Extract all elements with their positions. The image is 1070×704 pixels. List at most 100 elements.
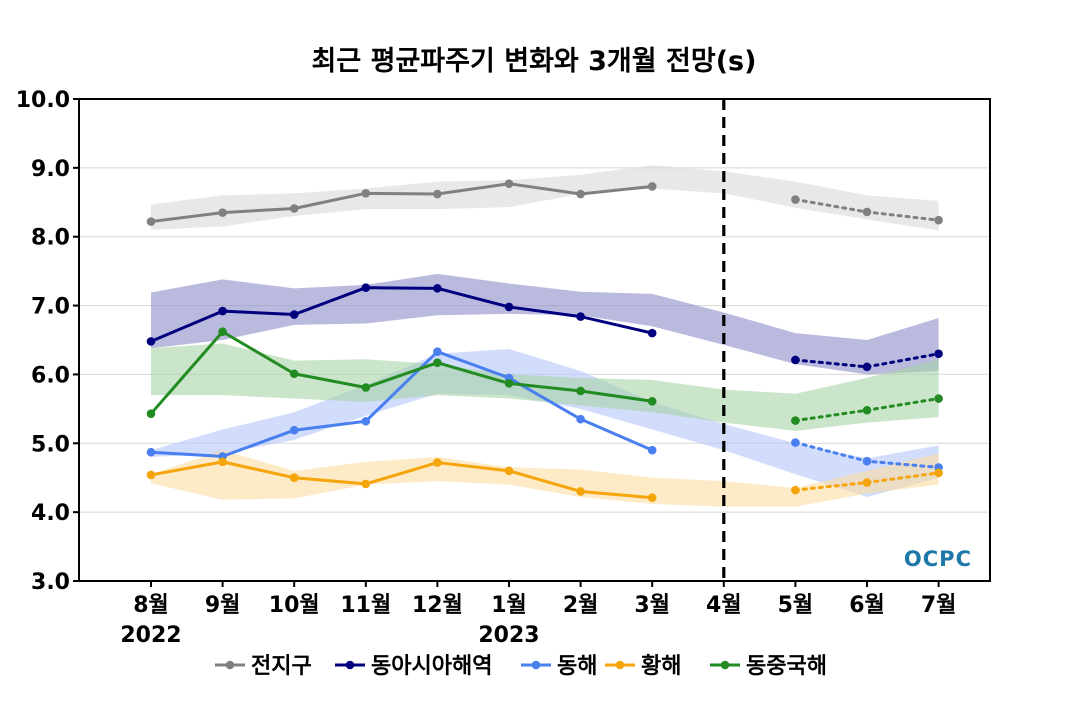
x-tick-label: 11월 bbox=[340, 593, 391, 618]
data-point bbox=[791, 485, 800, 495]
y-tick-label: 9.0 bbox=[31, 157, 70, 182]
data-point bbox=[289, 310, 299, 319]
x-tick-label: 10월 bbox=[269, 593, 320, 618]
legend-label: 동아시아해역 bbox=[371, 654, 492, 679]
y-tick-label: 10.0 bbox=[16, 88, 70, 113]
x-tick-label: 3월 bbox=[634, 593, 670, 618]
legend-label: 황해 bbox=[641, 654, 681, 679]
y-tick-label: 3.0 bbox=[31, 570, 70, 595]
data-point bbox=[791, 438, 800, 447]
data-point bbox=[647, 493, 657, 502]
year-label: 2023 bbox=[478, 623, 539, 648]
data-point bbox=[289, 204, 299, 213]
data-point bbox=[504, 179, 514, 188]
data-point bbox=[289, 473, 299, 483]
data-point bbox=[361, 416, 371, 426]
data-point bbox=[934, 468, 943, 478]
band-0 bbox=[151, 165, 939, 231]
data-point bbox=[647, 328, 657, 338]
legend-item-4: 동중국해 bbox=[710, 654, 827, 679]
data-point bbox=[862, 405, 872, 415]
data-point bbox=[862, 207, 872, 217]
series-0 bbox=[146, 179, 943, 226]
y-tick-label: 5.0 bbox=[31, 432, 70, 457]
data-point bbox=[218, 327, 227, 337]
data-point bbox=[934, 349, 943, 359]
data-point bbox=[433, 284, 442, 293]
data-point bbox=[146, 470, 156, 480]
bands bbox=[151, 165, 939, 507]
data-point bbox=[504, 379, 514, 388]
data-point bbox=[647, 182, 657, 191]
data-point bbox=[433, 358, 442, 368]
legend-swatch-marker bbox=[225, 660, 235, 670]
series-3 bbox=[146, 457, 943, 502]
data-point bbox=[791, 355, 800, 365]
chart-title: 최근 평균파주기 변화와 3개월 전망(s) bbox=[312, 46, 757, 77]
plot-frame bbox=[78, 98, 991, 582]
data-point bbox=[218, 306, 227, 316]
series-line bbox=[150, 286, 653, 343]
data-point bbox=[289, 369, 299, 379]
legend-label: 동해 bbox=[557, 654, 597, 679]
data-point bbox=[791, 416, 800, 425]
data-point bbox=[576, 487, 585, 496]
x-tick-label: 9월 bbox=[205, 593, 241, 618]
data-point bbox=[361, 283, 371, 292]
legend-swatch-marker bbox=[615, 660, 625, 670]
data-point bbox=[146, 447, 156, 457]
series-line bbox=[150, 460, 653, 500]
legend-item-2: 동해 bbox=[521, 654, 597, 679]
data-point bbox=[576, 386, 585, 396]
y-tick-label: 7.0 bbox=[31, 295, 70, 320]
data-point bbox=[647, 445, 657, 455]
x-tick-label: 6월 bbox=[849, 593, 885, 618]
data-point bbox=[289, 425, 299, 435]
series-line bbox=[149, 330, 653, 415]
data-point bbox=[218, 208, 227, 217]
data-point bbox=[934, 394, 943, 403]
data-point bbox=[576, 414, 585, 424]
data-point bbox=[433, 189, 442, 199]
legend-swatch-marker bbox=[345, 660, 355, 670]
data-point bbox=[218, 457, 227, 467]
y-tick-label: 4.0 bbox=[31, 501, 70, 526]
y-tick-label: 8.0 bbox=[31, 226, 70, 251]
data-point bbox=[504, 302, 514, 312]
legend-swatch-marker bbox=[720, 660, 730, 670]
band-1 bbox=[151, 273, 939, 375]
x-tick-label: 1월 bbox=[491, 593, 527, 618]
data-point bbox=[361, 479, 371, 489]
data-point bbox=[862, 456, 872, 466]
legend-item-0: 전지구 bbox=[215, 654, 312, 679]
year-label: 2022 bbox=[120, 623, 181, 648]
data-point bbox=[791, 195, 800, 204]
series-4 bbox=[146, 327, 943, 425]
data-point bbox=[146, 337, 156, 346]
series-1 bbox=[146, 283, 943, 372]
data-point bbox=[504, 466, 514, 476]
legend-swatch-marker bbox=[531, 660, 541, 670]
data-point bbox=[146, 217, 156, 226]
data-point bbox=[862, 478, 872, 487]
data-point bbox=[361, 383, 371, 392]
x-tick-label: 12월 bbox=[412, 593, 463, 618]
data-point bbox=[647, 396, 657, 406]
x-tick-label: 4월 bbox=[706, 593, 742, 618]
series-line bbox=[150, 350, 653, 458]
x-tick-label: 7월 bbox=[921, 593, 957, 618]
legend: 전지구 동아시아해역 동해 황해 동중국해 bbox=[215, 654, 827, 679]
band-3 bbox=[151, 450, 939, 507]
legend-label: 동중국해 bbox=[746, 654, 827, 679]
y-tick-label: 6.0 bbox=[31, 363, 70, 388]
data-point bbox=[576, 312, 585, 321]
legend-label: 전지구 bbox=[251, 654, 312, 679]
data-point bbox=[146, 409, 156, 418]
data-point bbox=[361, 189, 371, 198]
ocpc-logo: OCPC bbox=[904, 547, 972, 571]
legend-item-3: 황해 bbox=[605, 654, 681, 679]
data-point bbox=[934, 215, 943, 225]
x-tick-label: 5월 bbox=[778, 593, 814, 618]
